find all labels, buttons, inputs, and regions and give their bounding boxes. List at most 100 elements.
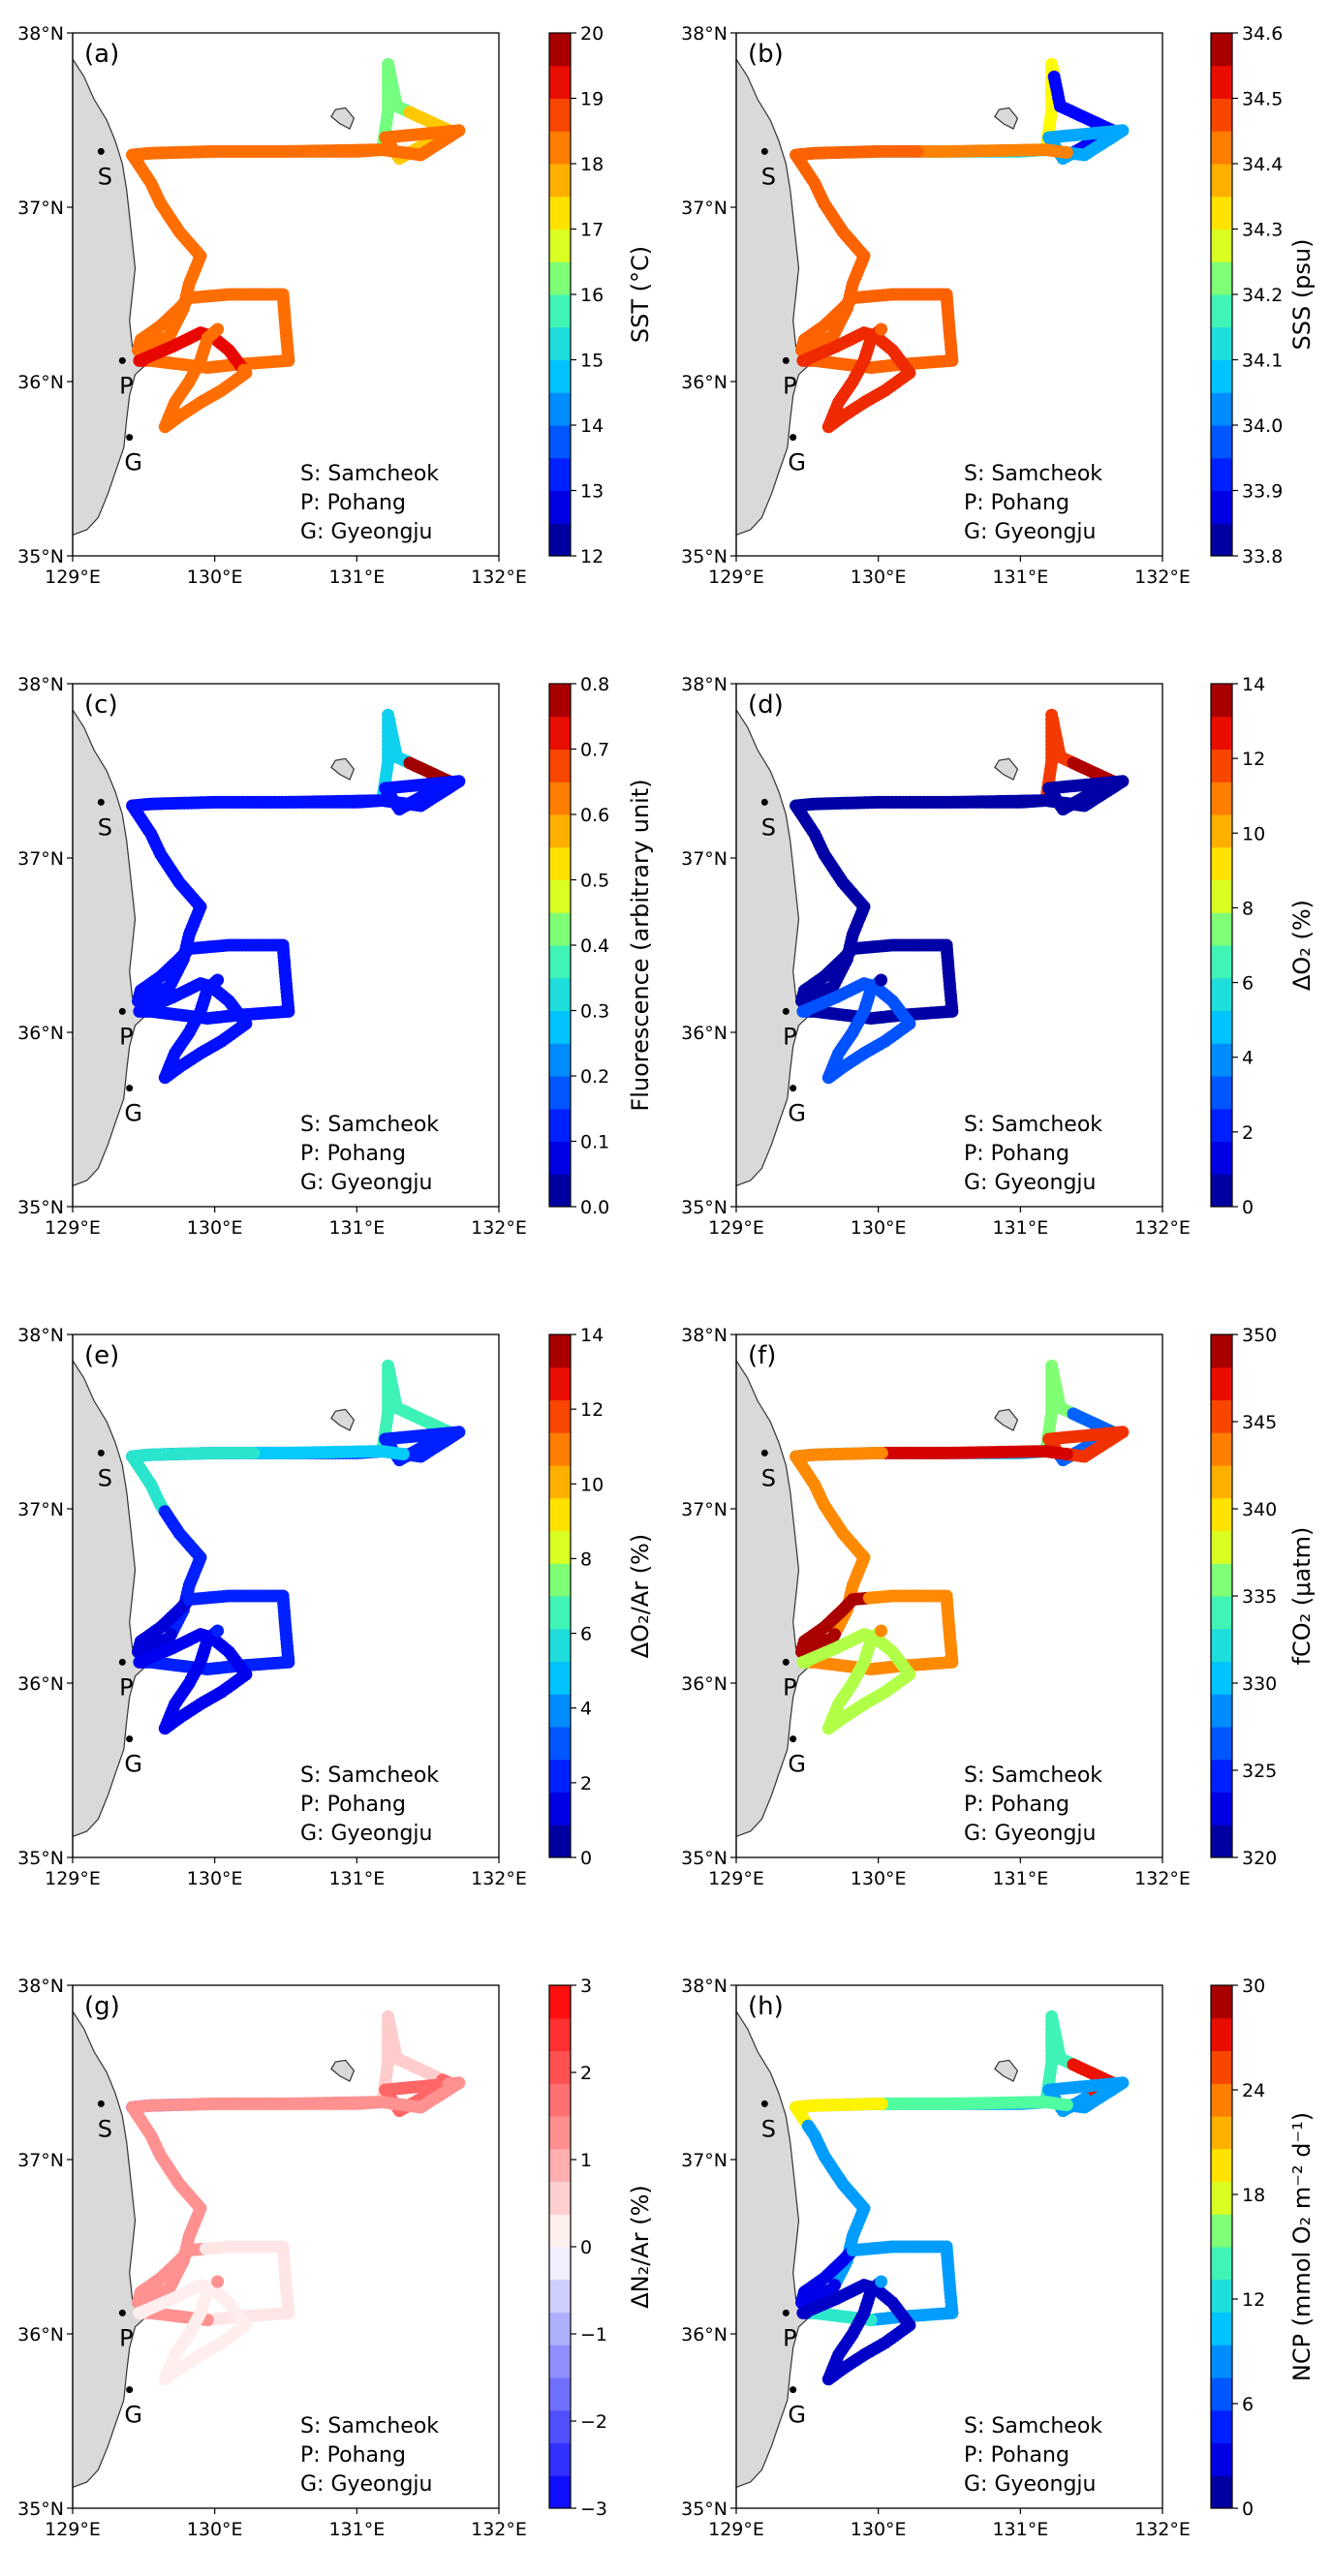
colorbar-tick-label: 18: [1242, 2185, 1265, 2206]
colorbar-tick-label: 4: [580, 1699, 592, 1720]
axes-frame: [72, 32, 500, 557]
colorbar-segment: [549, 1628, 571, 1662]
colorbar-tick-label: 20: [580, 23, 604, 45]
colorbar-segment: [1211, 1076, 1232, 1110]
colorbar-segment: [549, 945, 571, 979]
track-point: [875, 973, 888, 987]
town-label: S: [761, 163, 776, 190]
colorbar-segment: [1211, 912, 1232, 946]
colorbar-tick-label: 0.7: [580, 740, 609, 761]
town-label: G: [788, 449, 806, 476]
colorbar-segment: [1211, 2312, 1232, 2346]
legend-entry: G: Gyeongju: [300, 2472, 432, 2497]
town-label: G: [124, 2402, 142, 2429]
colorbar-segment: [1211, 1628, 1232, 1662]
colorbar-label: ΔO₂/Ar (%): [627, 1534, 654, 1658]
town-label: S: [98, 2115, 112, 2142]
colorbar-tick-label: 24: [1242, 2080, 1265, 2101]
town-label: G: [124, 1100, 142, 1127]
colorbar-tick-label: 2: [580, 1773, 592, 1794]
x-tick-label: 131°E: [992, 1868, 1048, 1889]
town-label: S: [761, 1464, 776, 1491]
y-tick-label: 38°N: [17, 674, 64, 695]
colorbar-label: Fluorescence (arbitrary unit): [627, 779, 654, 1111]
island: [330, 757, 356, 781]
legend-entry: P: Pohang: [300, 1142, 406, 1166]
y-tick-label: 35°N: [681, 1197, 728, 1218]
colorbar-segment: [549, 425, 571, 459]
colorbar-tick-label: 10: [580, 1474, 604, 1495]
colorbar-segment: [1211, 2345, 1232, 2378]
colorbar-segment: [549, 392, 571, 426]
colorbar-tick-label: 34.0: [1242, 415, 1283, 437]
colorbar-tick-label: 0.1: [580, 1132, 609, 1153]
track-point: [211, 322, 225, 336]
colorbar-tick-label: 320: [1242, 1848, 1277, 1869]
x-tick-label: 131°E: [328, 567, 385, 588]
x-tick-label: 132°E: [471, 1868, 527, 1889]
axes-frame: [735, 1984, 1163, 2509]
colorbar-segment: [549, 1010, 571, 1044]
town-marker: [782, 1658, 790, 1666]
town-marker: [118, 356, 126, 364]
colorbar-segment: [549, 2475, 571, 2509]
panel-label: (g): [84, 1992, 120, 2021]
panel-label: (b): [748, 40, 784, 69]
colorbar-tick-label: 0.6: [580, 805, 609, 826]
colorbar-tick-label: 0.0: [580, 1197, 609, 1218]
colorbar-tick-label: 350: [1242, 1325, 1277, 1346]
colorbar-segment: [549, 716, 571, 750]
colorbar-segment: [549, 977, 571, 1011]
colorbar-tick-label: 0.3: [580, 1001, 609, 1023]
colorbar-segment: [1211, 457, 1232, 491]
colorbar-tick-label: 12: [580, 1399, 604, 1421]
y-tick-label: 38°N: [681, 1976, 728, 1997]
y-tick-label: 38°N: [17, 1976, 64, 1997]
colorbar-segment: [1211, 65, 1232, 99]
town-marker: [126, 2386, 134, 2394]
y-tick-label: 38°N: [17, 1325, 64, 1346]
y-tick-label: 35°N: [17, 1848, 64, 1869]
x-tick-label: 130°E: [851, 2519, 907, 2540]
colorbar-segment: [1211, 1985, 1232, 2019]
colorbar-segment: [1211, 392, 1232, 426]
x-tick-label: 132°E: [471, 1217, 527, 1239]
colorbar-segment: [549, 1076, 571, 1110]
y-tick-label: 36°N: [17, 372, 64, 393]
colorbar-tick-label: 0.8: [580, 674, 609, 695]
colorbar-segment: [1211, 1108, 1232, 1142]
colorbar-segment: [549, 1465, 571, 1499]
colorbar-segment: [549, 2181, 571, 2215]
x-tick-label: 129°E: [45, 1217, 101, 1239]
town-label: S: [98, 163, 112, 190]
colorbar-segment: [549, 490, 571, 524]
town-marker: [790, 2386, 797, 2394]
town-marker: [97, 1449, 105, 1457]
colorbar-tick-label: 13: [580, 481, 604, 503]
legend-entry: S: Samcheok: [300, 462, 439, 486]
colorbar-tick-label: 14: [580, 1325, 604, 1346]
x-tick-label: 130°E: [187, 567, 243, 588]
colorbar-segment: [1211, 782, 1232, 815]
colorbar-segment: [549, 2345, 571, 2378]
land-mass: [72, 33, 148, 556]
colorbar-label: NCP (mmol O₂ m⁻² d⁻¹): [1288, 2112, 1316, 2381]
colorbar-tick-label: 14: [1242, 674, 1265, 695]
y-tick-label: 37°N: [17, 848, 64, 870]
colorbar-segment: [549, 2116, 571, 2150]
colorbar-segment: [1211, 1759, 1232, 1793]
colorbar-segment: [1211, 1661, 1232, 1695]
y-tick-label: 36°N: [17, 1023, 64, 1044]
colorbar-segment: [549, 2148, 571, 2182]
axes-frame: [72, 683, 500, 1208]
town-marker: [118, 1007, 126, 1015]
town-marker: [760, 798, 768, 806]
legend-entry: G: Gyeongju: [964, 520, 1096, 544]
colorbar-tick-label: 16: [580, 285, 604, 306]
y-tick-label: 37°N: [681, 1499, 728, 1520]
colorbar-segment: [549, 2409, 571, 2443]
x-tick-label: 130°E: [187, 2519, 243, 2540]
track-point: [875, 322, 888, 336]
